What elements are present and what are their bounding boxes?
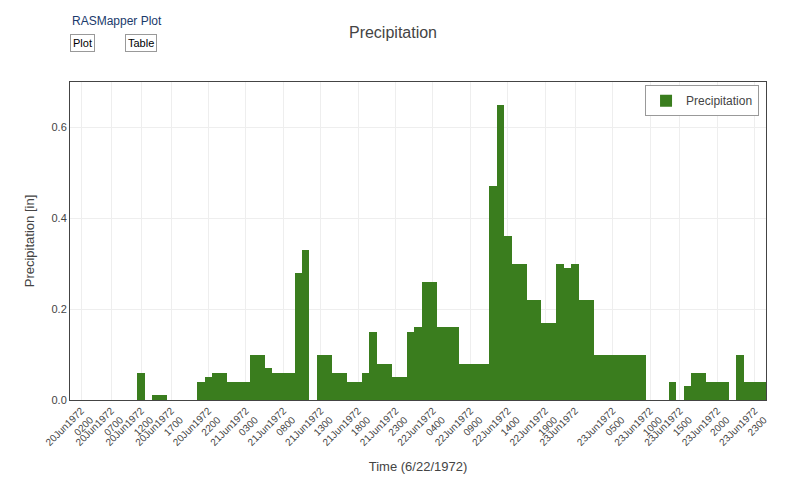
svg-text:Time (6/22/1972): Time (6/22/1972) — [369, 459, 468, 474]
svg-text:21Jun19721300: 21Jun19721300 — [283, 405, 335, 457]
svg-text:0.6: 0.6 — [52, 121, 67, 133]
svg-text:21Jun19720800: 21Jun19720800 — [245, 405, 297, 457]
svg-text:22Jun19721900: 22Jun19721900 — [507, 405, 559, 457]
svg-text:Plot: Plot — [73, 37, 92, 49]
svg-text:23Jun19722300: 23Jun19722300 — [717, 405, 769, 457]
svg-text:22Jun19721400: 22Jun19721400 — [470, 405, 522, 457]
svg-text:21Jun19720300: 21Jun19720300 — [208, 405, 260, 457]
svg-text:0.4: 0.4 — [52, 212, 67, 224]
svg-text:RASMapper Plot: RASMapper Plot — [72, 14, 162, 28]
svg-text:21Jun19721800: 21Jun19721800 — [320, 405, 372, 457]
svg-text:0.2: 0.2 — [52, 303, 67, 315]
svg-text:23Jun1972: 23Jun1972 — [537, 405, 580, 448]
svg-text:20Jun19722200: 20Jun19722200 — [171, 405, 223, 457]
svg-text:Precipitation: Precipitation — [349, 24, 437, 41]
svg-text:21Jun19722300: 21Jun19722300 — [358, 405, 410, 457]
svg-text:20Jun19721200: 20Jun19721200 — [103, 405, 155, 457]
svg-text:Precipitation: Precipitation — [686, 94, 752, 108]
svg-text:22Jun19720400: 22Jun19720400 — [395, 405, 447, 457]
svg-text:23Jun19721000: 23Jun19721000 — [612, 405, 664, 457]
svg-text:23Jun19722000: 23Jun19722000 — [680, 405, 732, 457]
svg-text:23Jun19720500: 23Jun19720500 — [575, 405, 627, 457]
svg-text:20Jun19720200: 20Jun19720200 — [43, 405, 95, 457]
svg-text:23Jun19721500: 23Jun19721500 — [642, 405, 694, 457]
svg-text:Precipitation [in]: Precipitation [in] — [22, 195, 37, 288]
svg-text:20Jun19721700: 20Jun19721700 — [133, 405, 185, 457]
svg-text:22Jun19720900: 22Jun19720900 — [433, 405, 485, 457]
svg-text:Table: Table — [128, 37, 154, 49]
svg-text:20Jun19720700: 20Jun19720700 — [73, 405, 125, 457]
svg-text:0.0: 0.0 — [52, 394, 67, 406]
